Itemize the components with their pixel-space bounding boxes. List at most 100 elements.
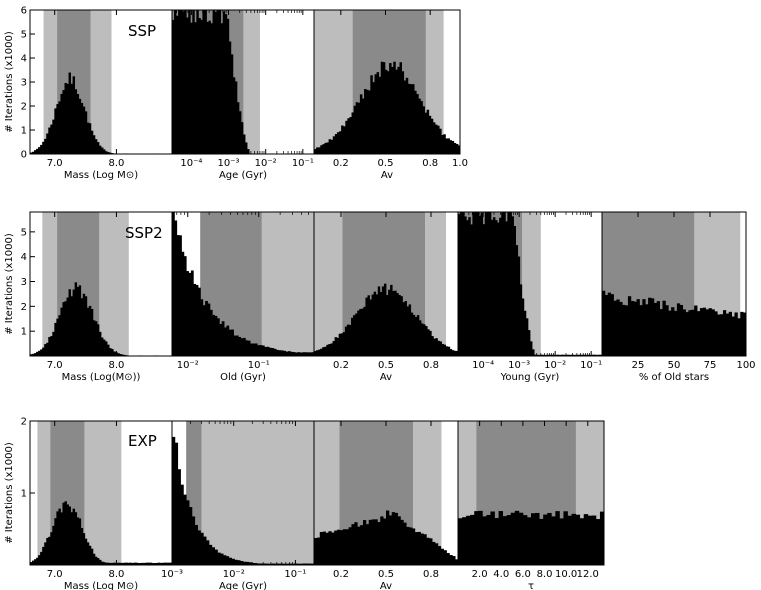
histogram-bar bbox=[505, 221, 508, 356]
histogram-bar bbox=[382, 62, 386, 154]
histogram-bar bbox=[217, 552, 221, 565]
histogram-bar bbox=[259, 345, 263, 356]
histogram-bar bbox=[408, 304, 412, 356]
histogram-bar bbox=[439, 341, 442, 356]
histogram-bar bbox=[380, 61, 384, 155]
histogram-bar bbox=[174, 442, 179, 565]
histogram-bar bbox=[80, 527, 84, 565]
histogram-bar bbox=[36, 557, 39, 565]
x-axis-label: % of Old stars bbox=[639, 372, 709, 383]
histogram-bar bbox=[131, 562, 134, 565]
histogram-bar bbox=[117, 562, 120, 565]
histogram-bar bbox=[76, 93, 80, 154]
histogram-bar bbox=[387, 71, 390, 154]
histogram-bar bbox=[101, 337, 104, 356]
histogram-bar bbox=[66, 504, 69, 565]
histogram-bar bbox=[296, 563, 301, 565]
histogram-bar bbox=[200, 19, 203, 155]
histogram-bar bbox=[420, 533, 424, 565]
histogram-bar bbox=[266, 346, 270, 356]
x-tick-label: 10⁻⁴ bbox=[472, 360, 494, 371]
histogram-bar bbox=[339, 131, 342, 154]
histogram-bar bbox=[441, 134, 444, 154]
histogram-bar bbox=[283, 350, 286, 356]
histogram-bar bbox=[674, 310, 678, 356]
histogram-bar bbox=[233, 335, 237, 356]
histogram-bar bbox=[332, 136, 336, 154]
histogram-bar bbox=[597, 354, 601, 356]
histogram-bar bbox=[397, 516, 401, 565]
histogram-bar bbox=[708, 308, 712, 356]
x-tick-label: 0.8 bbox=[423, 569, 439, 580]
histogram-bar bbox=[359, 94, 363, 154]
histogram-bar bbox=[490, 511, 495, 565]
histogram-bar bbox=[68, 72, 71, 154]
histogram-bar bbox=[587, 515, 593, 565]
histogram-bar bbox=[276, 349, 279, 356]
histogram-bar bbox=[591, 354, 595, 356]
histogram-bar bbox=[507, 212, 510, 356]
histogram-bar bbox=[56, 318, 59, 356]
histogram-bar bbox=[80, 298, 84, 356]
histogram-bar bbox=[425, 326, 428, 356]
histogram-bar bbox=[455, 350, 459, 356]
panel-ssp-2: 10⁻⁴ 10⁻³ 10⁻² 10⁻¹ Age (Gyr) bbox=[171, 9, 315, 181]
histogram-bar bbox=[161, 562, 165, 565]
histogram-bar bbox=[478, 215, 482, 356]
histogram-bar bbox=[420, 101, 423, 154]
histogram-bar bbox=[322, 347, 325, 356]
y-axis-label: # Iterations (x1000) bbox=[4, 233, 15, 335]
histogram-bar bbox=[147, 562, 151, 565]
histogram-bar bbox=[190, 22, 193, 155]
histogram-bar bbox=[238, 111, 242, 154]
x-tick-label: 10⁻² bbox=[223, 569, 245, 580]
histogram-bar bbox=[214, 315, 218, 356]
histogram-bar bbox=[280, 350, 284, 356]
histogram-bar bbox=[540, 354, 543, 356]
histogram-bar bbox=[470, 514, 475, 565]
histogram-bar bbox=[457, 145, 461, 154]
histogram-bar bbox=[381, 286, 385, 356]
x-tick-label: 10⁻⁴ bbox=[180, 158, 202, 169]
histogram-bar bbox=[351, 524, 355, 565]
histogram-bar bbox=[544, 354, 547, 356]
histogram-bar bbox=[262, 563, 267, 565]
histogram-bar bbox=[432, 541, 436, 565]
histogram-bar bbox=[192, 10, 195, 154]
histogram-bar bbox=[320, 348, 323, 356]
histogram-bar bbox=[386, 295, 389, 356]
histogram-bar bbox=[103, 339, 106, 356]
histogram-bar bbox=[440, 548, 444, 565]
histogram-bar bbox=[34, 353, 37, 356]
histogram-bar bbox=[656, 301, 660, 356]
histogram-bar bbox=[139, 562, 142, 565]
histogram-bar bbox=[232, 77, 236, 154]
histogram-bar bbox=[556, 354, 560, 356]
histogram-bar bbox=[370, 75, 373, 154]
histogram-bar bbox=[58, 508, 61, 565]
histogram-bar bbox=[351, 112, 355, 154]
histogram-bar bbox=[88, 123, 92, 154]
x-tick-label: 0.2 bbox=[333, 360, 349, 371]
histogram-bar bbox=[200, 299, 204, 356]
histogram-bar bbox=[240, 122, 244, 154]
histogram-bar bbox=[571, 513, 577, 565]
x-tick-label: 0.5 bbox=[378, 360, 394, 371]
histogram-bar bbox=[66, 297, 69, 356]
histogram-bar bbox=[344, 326, 348, 356]
panel-frame bbox=[313, 9, 461, 155]
histogram-bar bbox=[375, 294, 379, 356]
histogram-bar bbox=[290, 351, 294, 356]
histogram-bar bbox=[174, 220, 178, 356]
histogram-bar bbox=[56, 511, 59, 565]
histogram-bar bbox=[180, 484, 184, 565]
histogram-bar bbox=[38, 147, 41, 154]
histogram-bar bbox=[368, 519, 372, 565]
histogram-bar bbox=[103, 562, 106, 565]
histogram-bar bbox=[230, 54, 234, 154]
histogram-bar bbox=[107, 344, 110, 356]
histogram-bar bbox=[599, 354, 603, 356]
histogram-bar bbox=[559, 518, 564, 565]
y-tick-label: 4 bbox=[21, 54, 27, 65]
histogram-bar bbox=[330, 139, 334, 154]
